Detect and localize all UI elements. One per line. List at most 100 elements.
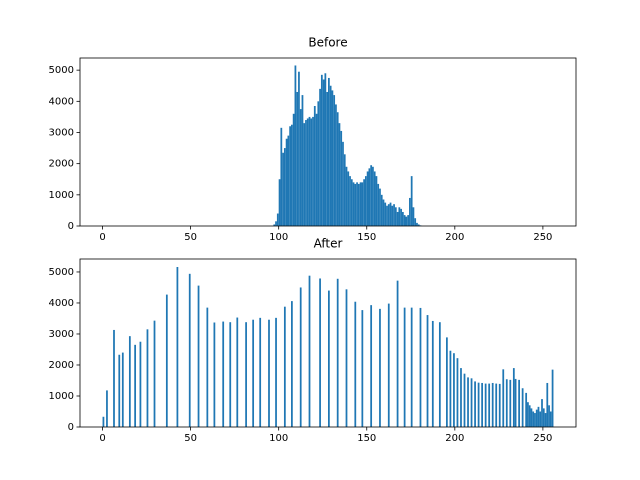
- bar: [310, 118, 313, 226]
- bar: [380, 194, 383, 226]
- bar: [313, 106, 316, 226]
- bar: [535, 409, 538, 427]
- bar: [546, 382, 549, 427]
- bar: [275, 221, 277, 226]
- bar: [387, 204, 390, 226]
- bar: [102, 416, 105, 427]
- bar: [474, 381, 476, 427]
- bar: [291, 124, 293, 226]
- bar: [446, 337, 448, 427]
- bar: [213, 322, 216, 427]
- bar: [354, 183, 357, 226]
- bar: [391, 205, 394, 226]
- bar: [296, 91, 299, 226]
- bar: [373, 171, 376, 226]
- bar: [322, 79, 325, 226]
- bar: [375, 176, 378, 226]
- bar: [328, 290, 330, 427]
- bar: [377, 183, 380, 226]
- bar: [283, 306, 286, 427]
- y-tick-label: 3000: [49, 127, 74, 138]
- bar: [236, 317, 239, 427]
- bar: [345, 166, 348, 226]
- bar: [121, 352, 124, 427]
- bar: [396, 211, 399, 226]
- bar: [206, 307, 209, 427]
- bar: [176, 267, 179, 427]
- x-tick-label: 50: [184, 232, 197, 243]
- bar: [342, 141, 344, 226]
- bar: [393, 204, 395, 226]
- axes-frame: [79, 57, 577, 227]
- bar: [537, 406, 540, 427]
- bar: [291, 301, 293, 427]
- bar: [287, 135, 290, 226]
- bar: [534, 413, 536, 427]
- bar: [336, 112, 339, 226]
- y-tick-label: 0: [68, 422, 74, 433]
- bar: [401, 211, 404, 226]
- x-tick-label: 150: [357, 433, 376, 444]
- bar: [259, 317, 262, 427]
- bar: [525, 392, 528, 427]
- bar: [328, 77, 330, 226]
- bar: [544, 413, 547, 427]
- bar: [301, 95, 304, 226]
- bar: [294, 65, 297, 226]
- bar: [113, 329, 115, 427]
- x-tick-label: 200: [445, 433, 464, 444]
- bar: [467, 377, 469, 427]
- bar: [188, 273, 191, 427]
- x-tick-label: 150: [357, 232, 376, 243]
- x-tick-label: 0: [99, 232, 105, 243]
- y-tick-label: 2000: [49, 360, 74, 371]
- bar: [542, 408, 545, 427]
- bar: [502, 369, 505, 427]
- bar: [303, 123, 306, 226]
- bar: [340, 130, 343, 226]
- x-tick-label: 250: [533, 232, 552, 243]
- bar: [312, 116, 314, 226]
- bar: [139, 341, 142, 427]
- bar: [275, 317, 277, 427]
- chart-title: After: [314, 237, 343, 251]
- bar: [336, 278, 339, 427]
- bar: [403, 307, 406, 427]
- bar: [449, 350, 452, 427]
- bar: [460, 368, 462, 427]
- bar: [414, 218, 417, 226]
- bar: [386, 205, 388, 226]
- bar: [370, 305, 373, 427]
- bar: [356, 182, 358, 226]
- bar: [528, 405, 531, 427]
- bar: [410, 307, 413, 427]
- bar: [361, 310, 364, 427]
- bar: [514, 378, 517, 427]
- bar: [222, 321, 225, 427]
- y-tick-label: 2000: [49, 159, 74, 170]
- bar: [419, 307, 422, 427]
- bar: [505, 379, 508, 427]
- bar: [326, 91, 328, 226]
- bar: [509, 379, 512, 427]
- bar: [282, 152, 284, 226]
- bar: [551, 369, 554, 427]
- bar: [400, 208, 402, 226]
- bar: [229, 322, 232, 427]
- bar: [518, 379, 520, 427]
- bar: [370, 165, 373, 226]
- bar: [285, 138, 288, 226]
- bar: [410, 176, 413, 226]
- bar: [333, 95, 336, 226]
- x-tick-label: 50: [184, 433, 197, 444]
- bar: [319, 278, 321, 427]
- bar: [548, 405, 550, 427]
- bar: [407, 215, 410, 226]
- bar: [389, 202, 392, 226]
- bar: [350, 179, 353, 226]
- bar: [463, 373, 466, 427]
- bar: [470, 378, 473, 427]
- x-tick-label: 200: [445, 232, 464, 243]
- bar: [352, 182, 355, 226]
- bar: [357, 183, 360, 226]
